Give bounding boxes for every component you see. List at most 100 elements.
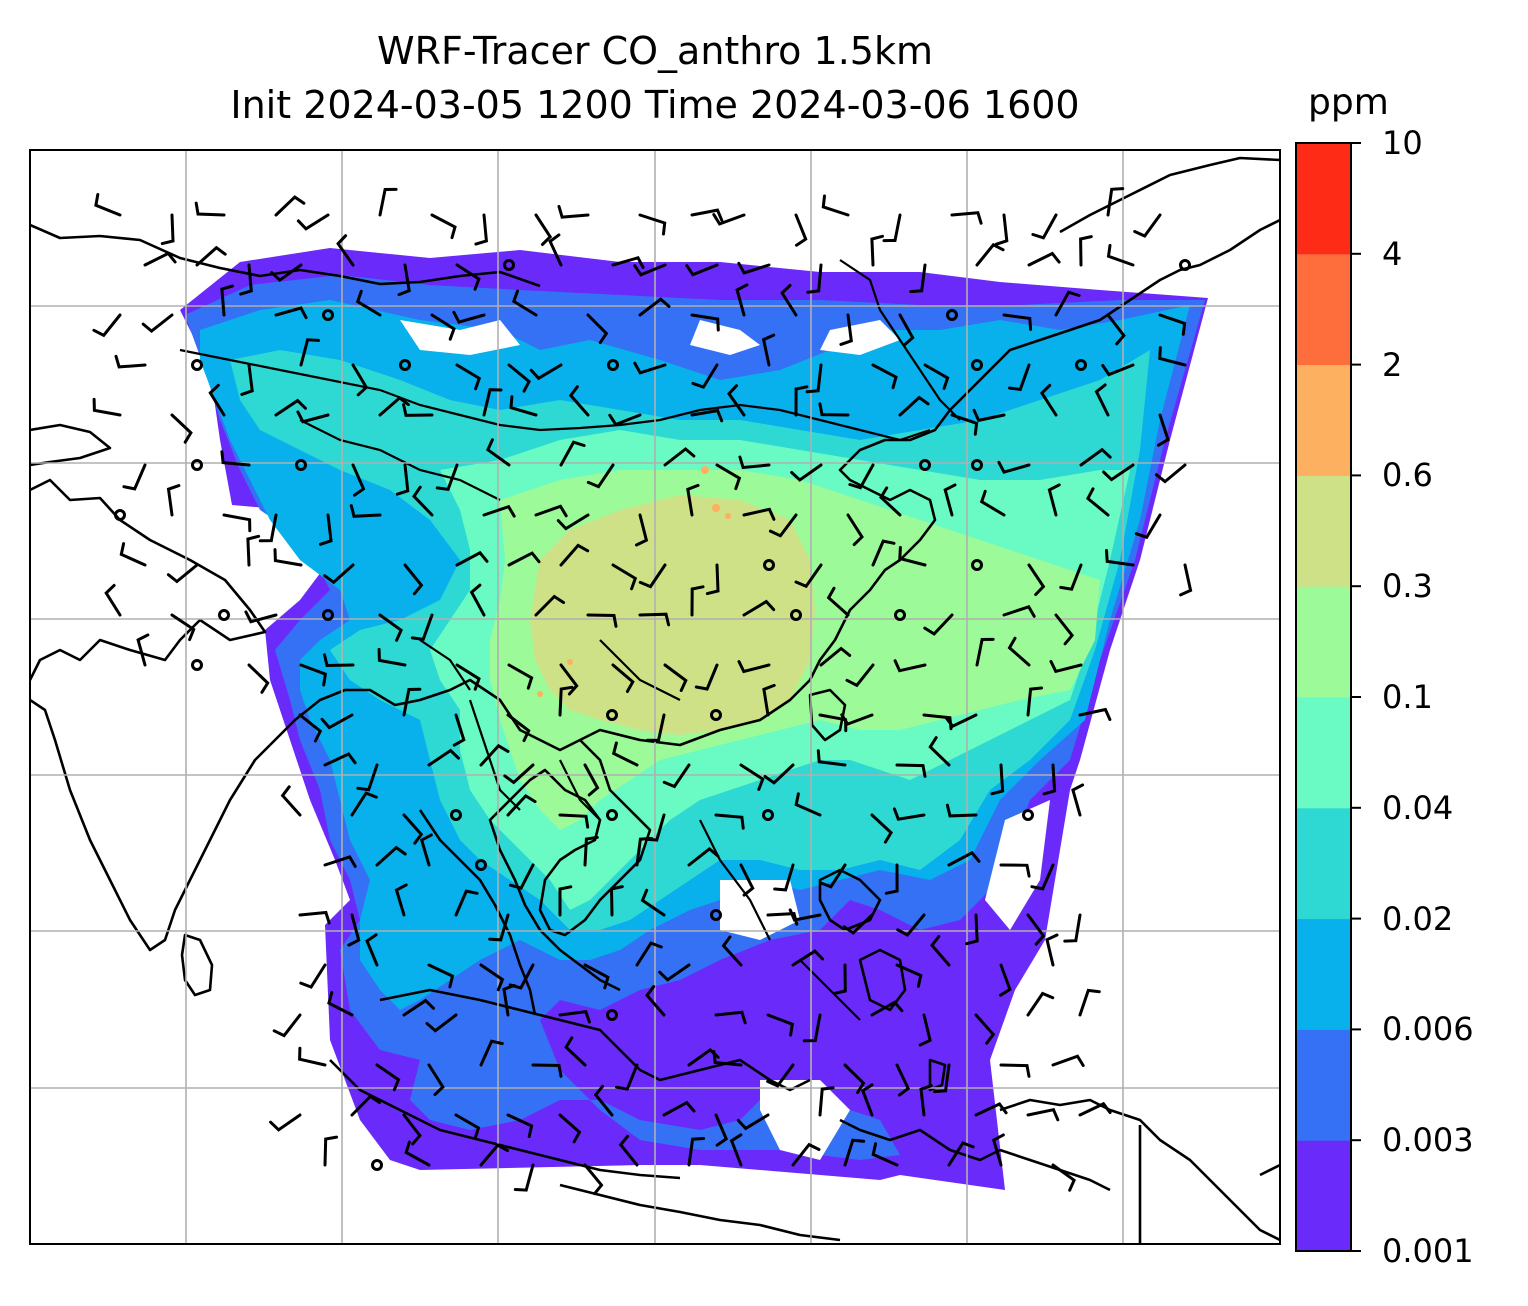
colorbar-tick-label: 0.04 — [1382, 788, 1454, 827]
wind-barb — [509, 863, 535, 890]
calm-wind-marker — [450, 809, 462, 821]
wind-barb — [92, 313, 122, 338]
wind-barb — [327, 991, 354, 1017]
wind-barb — [635, 836, 653, 867]
calm-wind-marker — [191, 459, 203, 471]
wind-barb — [933, 1063, 951, 1094]
colorbar-segment — [1296, 1029, 1351, 1141]
wind-barb — [975, 242, 1005, 267]
colorbar-tick-label: 0.02 — [1382, 899, 1454, 938]
wind-barb — [347, 913, 361, 947]
wind-barb — [1026, 1107, 1060, 1122]
wind-barb — [365, 933, 379, 967]
wind-barb — [299, 663, 328, 687]
wind-barb — [780, 283, 798, 317]
calm-wind-marker — [191, 359, 203, 371]
wind-barb — [638, 612, 671, 627]
colorbar-segment — [1296, 918, 1351, 1030]
wind-barb — [534, 213, 553, 246]
wind-barb — [402, 1113, 422, 1146]
wind-barb — [618, 1134, 639, 1167]
calm-wind-marker — [371, 1159, 383, 1171]
wind-barb — [737, 261, 771, 275]
wind-barb — [818, 402, 850, 417]
wind-barb — [299, 338, 320, 367]
wind-barb — [506, 1113, 534, 1139]
wind-barb — [1079, 447, 1112, 467]
wind-barb — [586, 463, 615, 489]
wind-barb — [898, 313, 915, 347]
wind-barb — [194, 201, 226, 217]
wind-barb — [1134, 513, 1162, 540]
wind-barbs — [92, 187, 1193, 1196]
wind-barb — [1049, 660, 1083, 674]
wind-barb — [714, 1010, 747, 1025]
wind-barb — [714, 813, 745, 830]
wind-barb — [419, 833, 433, 867]
wind-barb — [1133, 213, 1162, 238]
wind-barb — [635, 513, 649, 547]
wind-barb — [220, 284, 234, 317]
wind-barb — [141, 313, 174, 334]
wind-barb — [583, 835, 599, 867]
wind-barb — [435, 463, 459, 492]
wind-barb — [166, 563, 199, 584]
wind-barb — [479, 743, 510, 767]
field-spot-6 — [701, 466, 709, 474]
wind-barb — [427, 748, 460, 767]
wind-barb — [1102, 463, 1135, 482]
wind-barb — [687, 1137, 706, 1167]
wind-barb — [1026, 991, 1055, 1017]
wind-barb — [690, 208, 724, 222]
colorbar-segment — [1296, 697, 1351, 809]
wind-barb — [299, 963, 327, 989]
colorbar-segment — [1296, 143, 1351, 255]
wind-barb — [583, 763, 600, 797]
wind-barb — [1047, 483, 1061, 517]
wind-barb — [761, 333, 776, 367]
calm-wind-marker — [971, 559, 983, 571]
wind-barb — [104, 583, 122, 617]
colorbar-units: ppm — [1308, 82, 1389, 123]
wind-barb — [840, 713, 874, 726]
calm-wind-marker — [322, 609, 334, 621]
calm-wind-marker — [191, 659, 203, 671]
wind-barb — [1051, 1163, 1076, 1192]
wind-barb — [694, 663, 719, 691]
wind-barb — [930, 935, 951, 967]
wind-barb — [1086, 487, 1110, 517]
wind-barb — [160, 213, 175, 246]
wind-barb — [482, 388, 503, 417]
wind-barb — [896, 913, 926, 937]
wind-barb — [1026, 686, 1043, 717]
wind-barb — [427, 963, 455, 989]
field-spot-6 — [725, 513, 731, 519]
wind-barb — [999, 863, 1031, 878]
wind-barb — [685, 263, 719, 277]
wind-barb — [833, 963, 847, 995]
wind-barb — [273, 548, 303, 567]
wind-barb — [356, 763, 379, 792]
calm-wind-marker — [1022, 809, 1034, 821]
colorbar-tick-label: 0.001 — [1382, 1232, 1474, 1270]
wind-barb — [506, 793, 537, 817]
wind-barb — [240, 363, 254, 396]
wind-barb — [766, 1013, 794, 1037]
wind-barb — [1158, 346, 1187, 367]
calm-wind-marker — [295, 459, 307, 471]
wind-barb — [742, 599, 776, 617]
wind-barb — [898, 395, 930, 417]
wind-barb — [136, 633, 150, 667]
wind-barb — [509, 395, 538, 417]
wind-barb — [593, 1084, 614, 1117]
wind-barb — [1031, 213, 1058, 240]
calm-wind-marker — [971, 459, 983, 471]
wind-barb — [548, 233, 563, 267]
wind-barb — [972, 408, 1006, 423]
wind-barb — [119, 542, 147, 567]
colorbar-tick-label: 4 — [1382, 234, 1403, 273]
wind-barb — [791, 1142, 821, 1167]
wind-barb — [1106, 243, 1135, 267]
plot-title-line1: WRF-Tracer CO_anthro 1.5km — [377, 29, 933, 73]
wind-barb — [1158, 313, 1187, 336]
